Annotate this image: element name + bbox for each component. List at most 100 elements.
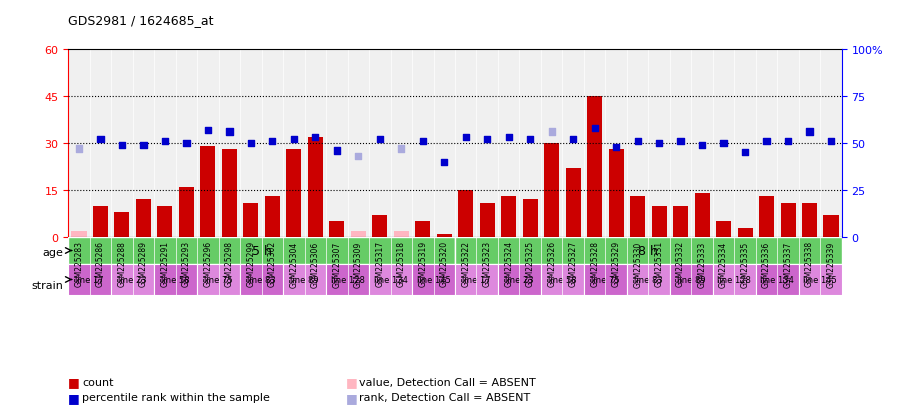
Point	[480, 136, 494, 143]
Point	[157, 138, 172, 145]
Point	[265, 138, 279, 145]
Text: count: count	[82, 377, 114, 387]
Text: GSM225318: GSM225318	[397, 241, 406, 287]
Text: GSM225337: GSM225337	[784, 241, 793, 287]
Text: line 83: line 83	[248, 275, 276, 284]
Bar	[412, 264, 455, 295]
Point	[329, 148, 344, 154]
Point	[351, 153, 366, 160]
Bar	[329, 222, 344, 237]
Text: GSM225332: GSM225332	[676, 241, 685, 287]
Bar	[716, 222, 731, 237]
Text: line 83: line 83	[634, 275, 662, 284]
Bar	[781, 203, 795, 237]
Text: GSM225335: GSM225335	[741, 241, 750, 287]
Point	[824, 138, 838, 145]
Point	[222, 129, 237, 135]
Text: line 89: line 89	[677, 275, 705, 284]
Bar	[802, 203, 817, 237]
Point	[372, 136, 387, 143]
Text: GSM225306: GSM225306	[311, 241, 319, 287]
Text: GSM225289: GSM225289	[139, 241, 148, 287]
Text: percentile rank within the sample: percentile rank within the sample	[82, 392, 269, 402]
Point	[566, 136, 581, 143]
Bar	[154, 264, 197, 295]
Bar	[68, 264, 111, 295]
Point	[394, 146, 409, 152]
Bar	[68, 237, 455, 264]
Bar	[287, 150, 301, 237]
Text: line 23: line 23	[505, 275, 534, 284]
Bar	[200, 147, 216, 237]
Point	[781, 138, 795, 145]
Bar	[326, 264, 369, 295]
Text: GSM225296: GSM225296	[204, 241, 212, 287]
Bar	[240, 264, 283, 295]
Bar	[415, 222, 430, 237]
Text: ■: ■	[68, 375, 80, 389]
Text: line 58: line 58	[548, 275, 577, 284]
Bar	[437, 234, 451, 237]
Point	[609, 144, 623, 151]
Text: line 75: line 75	[592, 275, 620, 284]
Bar	[609, 150, 623, 237]
Text: GSM225304: GSM225304	[289, 241, 298, 287]
Text: GSM225319: GSM225319	[419, 241, 428, 287]
Text: line 58: line 58	[161, 275, 190, 284]
Text: GSM225302: GSM225302	[268, 241, 277, 287]
Bar	[627, 264, 670, 295]
Point	[631, 138, 645, 145]
Bar	[670, 264, 713, 295]
Bar	[222, 150, 237, 237]
Text: GSM225283: GSM225283	[75, 241, 84, 287]
Text: GSM225320: GSM225320	[440, 241, 449, 287]
Text: GSM225325: GSM225325	[526, 241, 535, 287]
Text: 5 h: 5 h	[252, 244, 271, 257]
Point	[673, 138, 688, 145]
Bar	[501, 197, 516, 237]
Text: GSM225338: GSM225338	[805, 241, 814, 287]
Bar	[265, 197, 280, 237]
Bar	[759, 197, 774, 237]
Text: rank, Detection Call = ABSENT: rank, Detection Call = ABSENT	[359, 392, 531, 402]
Point	[416, 138, 430, 145]
Bar	[283, 264, 326, 295]
Point	[501, 135, 516, 141]
Bar	[93, 206, 108, 237]
Bar	[115, 212, 129, 237]
Point	[459, 135, 473, 141]
Text: 8 h: 8 h	[639, 244, 658, 257]
Bar	[652, 206, 667, 237]
Bar	[372, 216, 388, 237]
Bar	[455, 237, 842, 264]
Bar	[455, 264, 498, 295]
Text: GDS2981 / 1624685_at: GDS2981 / 1624685_at	[68, 14, 214, 27]
Text: value, Detection Call = ABSENT: value, Detection Call = ABSENT	[359, 377, 536, 387]
Bar	[673, 206, 688, 237]
Bar	[480, 203, 495, 237]
Text: line 17: line 17	[76, 275, 104, 284]
Point	[287, 136, 301, 143]
Text: GSM225328: GSM225328	[591, 241, 599, 287]
Bar	[522, 200, 538, 237]
Text: GSM225307: GSM225307	[332, 241, 341, 287]
Bar	[179, 188, 194, 237]
Bar	[498, 264, 541, 295]
Text: GSM225339: GSM225339	[826, 241, 835, 287]
Text: GSM225331: GSM225331	[654, 241, 663, 287]
Point	[523, 136, 538, 143]
Text: GSM225286: GSM225286	[96, 241, 105, 287]
Bar	[157, 206, 173, 237]
Point	[200, 127, 215, 134]
Bar	[197, 264, 240, 295]
Text: line 128: line 128	[330, 275, 365, 284]
Text: GSM225336: GSM225336	[762, 241, 771, 287]
Bar	[111, 264, 154, 295]
Point	[803, 129, 817, 135]
Bar	[369, 264, 412, 295]
Text: GSM225288: GSM225288	[117, 241, 126, 287]
Point	[759, 138, 774, 145]
Text: ■: ■	[68, 391, 80, 404]
Point	[179, 140, 194, 147]
Point	[587, 125, 602, 132]
